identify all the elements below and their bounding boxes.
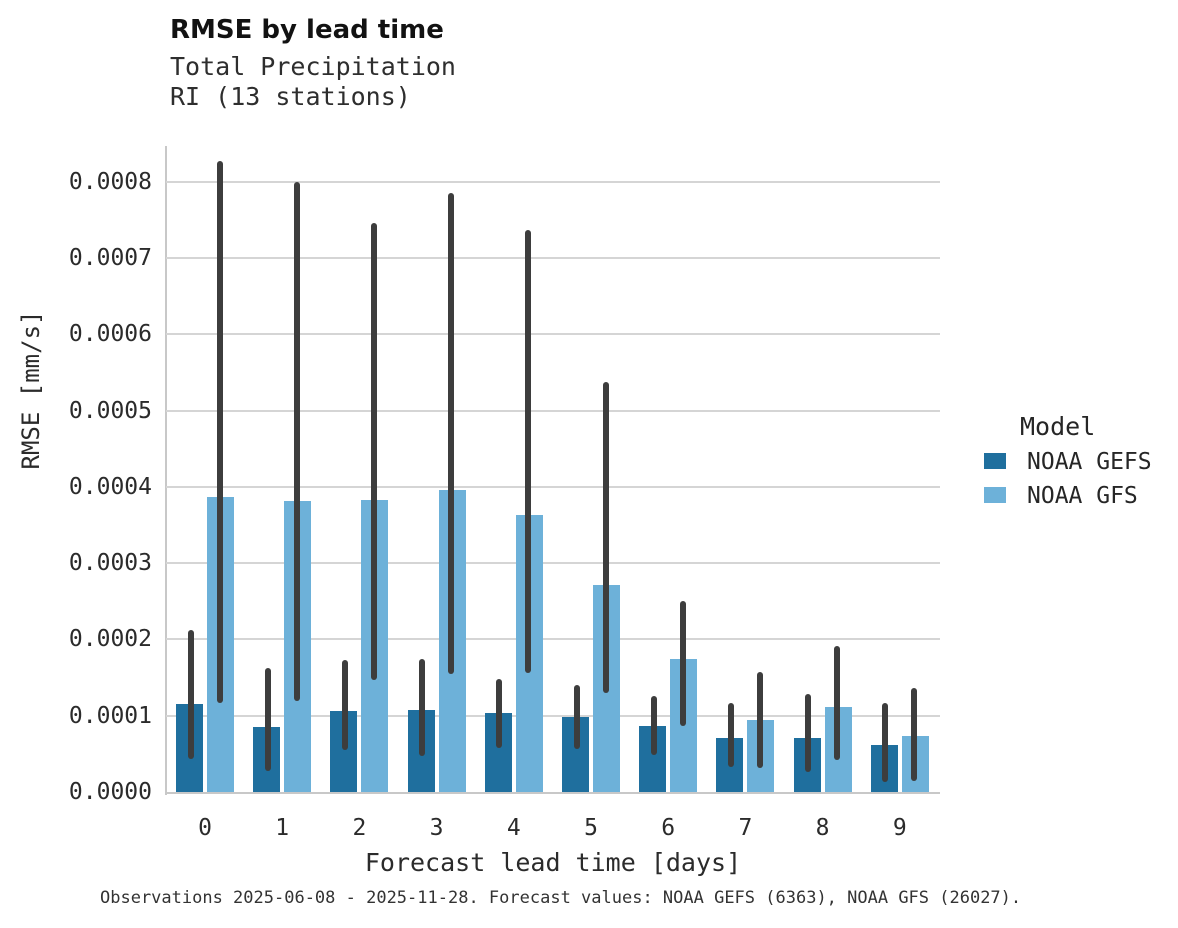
error-bar-noaa-gefs-day-8 [805, 693, 812, 773]
y-tick-label: 0.0006 [68, 321, 152, 348]
legend-label-noaa-gfs: NOAA GFS [1027, 483, 1138, 509]
x-tick-label: 7 [738, 815, 753, 841]
y-gridline [166, 409, 940, 412]
y-gridline [166, 714, 940, 717]
y-tick-label: 0.0000 [68, 779, 152, 805]
x-tick-label: 6 [661, 815, 676, 841]
error-bar-noaa-gefs-day-5 [573, 685, 580, 749]
error-bar-noaa-gfs-day-8 [834, 645, 841, 760]
x-tick-label: 1 [275, 815, 290, 841]
x-tick-label: 3 [429, 815, 444, 841]
plot-area [166, 146, 940, 792]
y-gridline [166, 638, 940, 641]
y-gridline [166, 485, 940, 488]
y-gridline [166, 257, 940, 260]
error-bar-noaa-gfs-day-9 [911, 687, 918, 782]
y-tick-label: 0.0007 [68, 245, 152, 272]
error-bar-noaa-gfs-day-0 [216, 161, 223, 703]
error-bar-noaa-gfs-day-2 [370, 223, 377, 680]
x-axis-label: Forecast lead time [days] [364, 848, 742, 877]
x-tick-label: 4 [506, 815, 521, 841]
legend-swatch-noaa-gefs [984, 453, 1006, 469]
x-tick-label: 8 [815, 815, 830, 841]
error-bar-noaa-gefs-day-1 [264, 668, 271, 772]
legend-title: Model [1020, 412, 1096, 441]
y-gridline [166, 562, 940, 565]
error-bar-noaa-gfs-day-1 [293, 181, 300, 702]
y-tick-label: 0.0008 [68, 168, 152, 195]
error-bar-noaa-gefs-day-9 [882, 702, 889, 783]
error-bar-noaa-gfs-day-4 [525, 229, 532, 674]
legend-swatch-noaa-gfs [984, 487, 1006, 503]
error-bar-noaa-gfs-day-6 [679, 600, 686, 726]
legend-label-noaa-gefs: NOAA GEFS [1027, 449, 1152, 475]
y-tick-label: 0.0005 [68, 397, 152, 424]
x-tick-label: 2 [352, 815, 367, 841]
figure-caption: Observations 2025-06-08 - 2025-11-28. Fo… [100, 888, 1022, 908]
y-gridline [166, 333, 940, 336]
x-tick-label: 5 [584, 815, 598, 841]
x-axis-spine [165, 791, 940, 794]
chart-title: RMSE by lead time [170, 15, 444, 45]
error-bar-noaa-gfs-day-7 [756, 672, 763, 769]
y-tick-label: 0.0001 [68, 702, 152, 729]
error-bar-noaa-gefs-day-2 [341, 660, 348, 751]
chart-subtitle-region: RI (13 stations) [170, 82, 411, 111]
chart-subtitle-variable: Total Precipitation [170, 52, 456, 81]
y-tick-label: 0.0003 [68, 550, 152, 577]
error-bar-noaa-gefs-day-3 [419, 658, 426, 757]
error-bar-noaa-gefs-day-4 [496, 679, 503, 748]
error-bar-noaa-gefs-day-6 [650, 695, 657, 755]
error-bar-noaa-gefs-day-7 [727, 702, 734, 767]
y-tick-label: 0.0002 [68, 626, 152, 653]
error-bar-noaa-gfs-day-3 [448, 193, 455, 674]
y-axis-spine [165, 146, 167, 795]
y-tick-label: 0.0004 [68, 473, 152, 500]
error-bar-noaa-gefs-day-0 [187, 630, 194, 760]
y-gridline [166, 180, 940, 183]
x-tick-label: 9 [892, 815, 907, 841]
x-tick-label: 0 [198, 815, 212, 841]
error-bar-noaa-gfs-day-5 [602, 381, 609, 693]
